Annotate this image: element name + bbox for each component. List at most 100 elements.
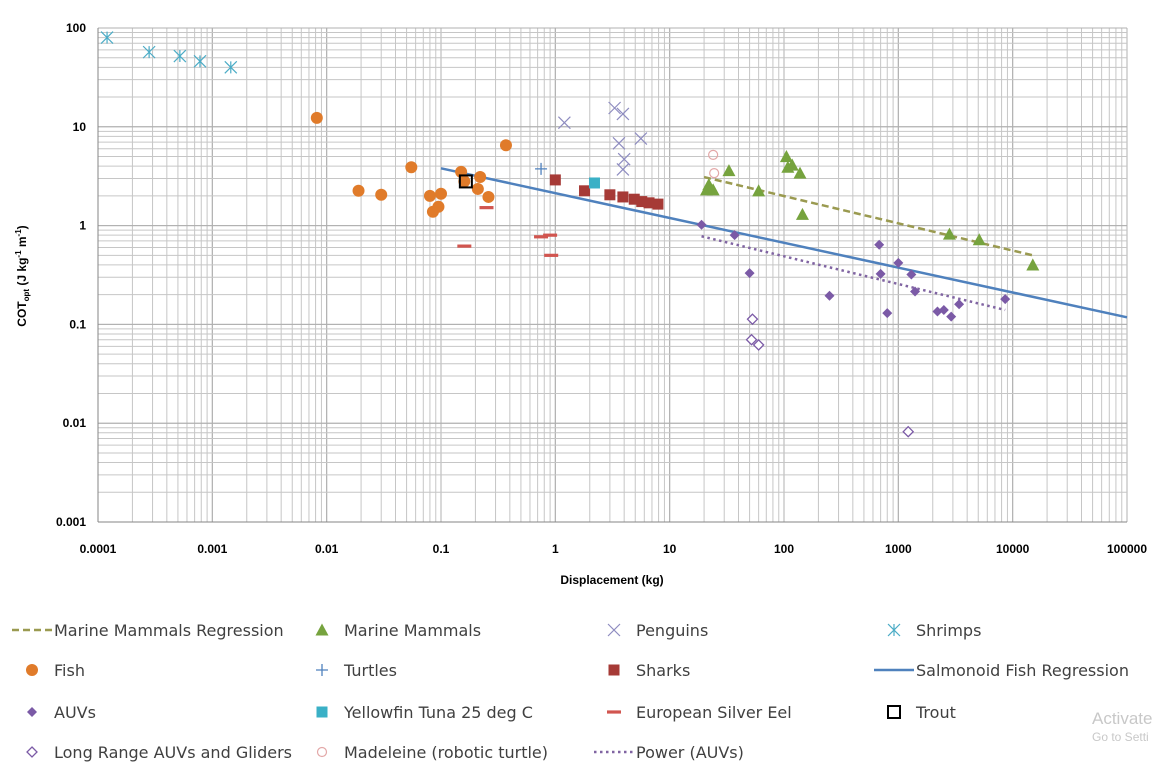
data-point xyxy=(435,187,447,200)
legend-label: Shrimps xyxy=(916,620,982,640)
series-power-auvs- xyxy=(701,235,1006,312)
series-long-range-auvs-and-gliders xyxy=(745,313,915,438)
data-point xyxy=(906,269,917,280)
data-point xyxy=(875,268,886,279)
x-tick-label: 0.001 xyxy=(197,542,227,556)
data-point xyxy=(746,313,759,326)
data-point xyxy=(457,244,472,248)
regression-line xyxy=(701,235,1006,312)
y-axis-title-exp1: -1 xyxy=(14,250,23,258)
x-axis-title: Displacement (kg) xyxy=(560,573,663,587)
data-point xyxy=(458,175,471,188)
data-point xyxy=(579,185,591,197)
data-point xyxy=(193,54,207,68)
y-axis-title-main: COT xyxy=(15,301,29,327)
data-point xyxy=(543,233,558,237)
legend-marker xyxy=(316,746,328,758)
data-point xyxy=(972,233,986,246)
data-point xyxy=(499,139,512,152)
legend-label: Penguins xyxy=(636,620,709,640)
legend-item-long-range-auvs-and-gliders: Long Range AUVs and Gliders xyxy=(10,741,292,763)
legend-item-shrimps: Shrimps xyxy=(872,619,981,641)
x-tick-label: 0.1 xyxy=(433,542,450,556)
series-shrimps xyxy=(100,31,238,74)
data-point xyxy=(938,304,949,315)
legend-label: Power (AUVs) xyxy=(636,742,744,762)
legend-label: Marine Mammals Regression xyxy=(54,620,284,640)
data-point xyxy=(628,193,640,205)
data-point xyxy=(588,177,600,189)
activation-watermark: Activate Go to Setti xyxy=(1092,708,1152,746)
data-point xyxy=(706,183,720,196)
series-auvs xyxy=(696,219,1011,322)
data-point xyxy=(696,219,707,230)
legend-label: Marine Mammals xyxy=(344,620,482,640)
data-point xyxy=(482,190,495,203)
legend-item-auvs: AUVs xyxy=(10,701,96,723)
data-point xyxy=(752,338,765,351)
chart-legend: Marine Mammals Regression Marine Mammals P… xyxy=(0,612,1165,772)
legend-symbol xyxy=(316,664,328,676)
series-fish xyxy=(310,111,512,218)
y-tick-label: 0.1 xyxy=(69,317,86,331)
grid-lines xyxy=(97,27,1128,523)
legend-symbol xyxy=(887,623,901,637)
legend-item-european-silver-eel: European Silver Eel xyxy=(592,701,792,723)
data-point xyxy=(709,167,720,179)
data-point xyxy=(752,184,766,197)
x-tick-label: 10000 xyxy=(996,542,1030,556)
chart-axes xyxy=(97,28,1127,523)
data-point xyxy=(535,162,548,175)
data-point xyxy=(636,196,648,208)
data-point xyxy=(617,191,629,203)
legend-symbol xyxy=(316,746,328,758)
y-axis-title: COTopt (J kg-1 m-1) xyxy=(14,225,31,326)
legend-label: Yellowfin Tuna 25 deg C xyxy=(344,702,533,722)
legend-marker xyxy=(315,623,329,636)
x-tick-label: 1 xyxy=(552,542,559,556)
data-point xyxy=(375,188,388,201)
legend-item-madeleine-robotic-turtle: Madeleine (robotic turtle) xyxy=(300,741,548,763)
legend-symbol xyxy=(316,706,328,718)
legend-symbol xyxy=(26,746,38,758)
data-point xyxy=(471,182,484,195)
data-point xyxy=(652,198,664,210)
legend-symbol xyxy=(608,664,620,676)
data-point xyxy=(616,163,630,176)
legend-symbol xyxy=(594,750,634,754)
y-tick-label: 10 xyxy=(73,120,87,134)
y-tick-label: 100 xyxy=(66,21,86,35)
legend-marker xyxy=(607,710,621,714)
y-tick-label: 0.01 xyxy=(63,416,87,430)
legend-symbol xyxy=(315,623,329,636)
x-tick-label: 100 xyxy=(774,542,794,556)
series-european-silver-eel xyxy=(457,206,559,257)
data-point xyxy=(100,31,114,44)
data-point xyxy=(173,49,187,63)
legend-symbol xyxy=(27,707,37,717)
data-point xyxy=(224,60,238,74)
legend-marker xyxy=(27,707,37,717)
series-yellowfin-tuna-25-deg-c xyxy=(588,177,600,189)
legend-label: Long Range AUVs and Gliders xyxy=(54,742,293,762)
data-point xyxy=(612,136,626,150)
data-point xyxy=(882,308,893,319)
legend-marker xyxy=(887,705,901,719)
legend-item-yellowfin-tuna-25-deg-c: Yellowfin Tuna 25 deg C xyxy=(300,701,533,723)
data-point xyxy=(902,425,915,438)
x-tick-label: 100000 xyxy=(1107,542,1147,556)
legend-label: Trout xyxy=(916,702,956,722)
x-tick-label: 0.01 xyxy=(315,542,339,556)
legend-label: Fish xyxy=(54,660,85,680)
legend-item-marine-mammals: Marine Mammals xyxy=(300,619,481,641)
data-point xyxy=(643,197,655,209)
y-axis-title-units: (J kg xyxy=(15,258,29,289)
series-salmonoid-fish-regression xyxy=(440,167,1128,319)
legend-item-turtles: Turtles xyxy=(300,659,397,681)
data-point xyxy=(744,268,755,279)
legend-label: Sharks xyxy=(636,660,691,680)
data-point xyxy=(534,235,549,239)
series-turtles xyxy=(535,162,548,175)
legend-item-sharks: Sharks xyxy=(592,659,690,681)
y-axis-title-exp2: -1 xyxy=(14,229,23,237)
